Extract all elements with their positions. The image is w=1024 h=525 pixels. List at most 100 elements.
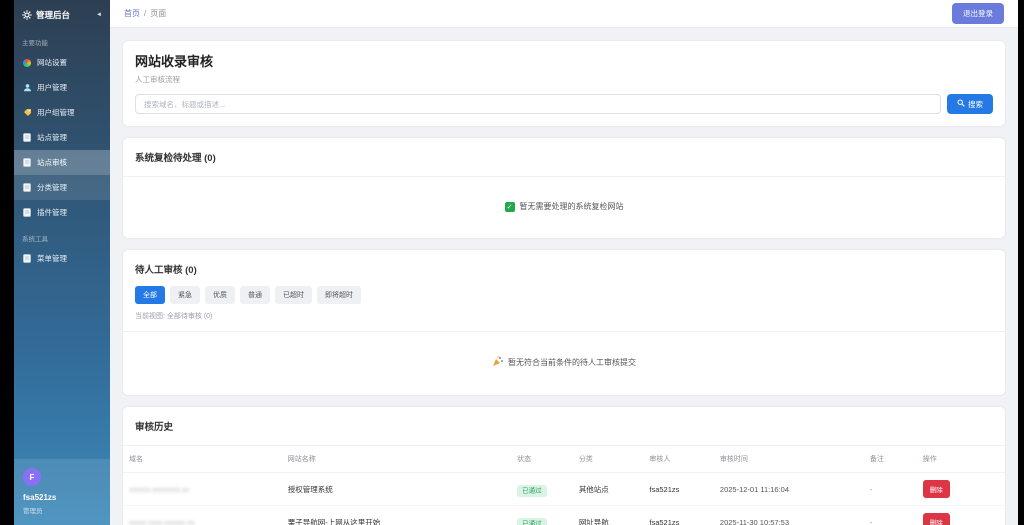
sidebar-item-label: 分类管理 bbox=[37, 183, 67, 192]
sidebar-item-label: 站点审核 bbox=[37, 158, 67, 167]
search-icon bbox=[957, 99, 965, 109]
sidebar-item-label: 插件管理 bbox=[37, 208, 67, 217]
filter-tab-即将超时[interactable]: 即将超时 bbox=[317, 286, 361, 304]
category: 其他站点 bbox=[572, 472, 644, 506]
pending-card: 待人工审核 (0) 全部 紧急 优质 普通 已超时 即将超时 当前视图: 全部待审核 (0… bbox=[122, 249, 1006, 396]
topbar: 首页 / 页面 退出登录 bbox=[110, 0, 1018, 28]
delete-button[interactable]: 删除 bbox=[922, 480, 950, 498]
logout-button[interactable]: 退出登录 bbox=[952, 3, 1004, 24]
table-row: xxxxx.xxxx.xxxxxx.xx 栗子导航网-上网从这里开始 已通过 网址导航… bbox=[123, 505, 1005, 525]
sidebar-item-网站设置[interactable]: 网站设置 bbox=[14, 50, 110, 75]
sidebar-item-站点管理[interactable]: 站点管理 bbox=[14, 125, 110, 150]
column-header: 状态 bbox=[511, 446, 573, 473]
sidebar-user-panel[interactable]: F fsa521zs 管理员 bbox=[14, 459, 110, 525]
sidebar-item-label: 网站设置 bbox=[37, 58, 67, 67]
table-row: xxxxxx.xxxxxxxx.xx 授权管理系统 已通过 其他站点 fsa521zs 2… bbox=[123, 472, 1005, 506]
column-header: 分类 bbox=[572, 446, 644, 473]
filter-tabs: 全部 紧急 优质 普通 已超时 即将超时 bbox=[135, 286, 993, 304]
column-header: 备注 bbox=[863, 446, 917, 473]
status-badge: 已通过 bbox=[517, 517, 547, 525]
table-body: xxxxxx.xxxxxxxx.xx 授权管理系统 已通过 其他站点 fsa521zs 2… bbox=[123, 472, 1005, 525]
pending-header: 待人工审核 (0) 全部 紧急 优质 普通 已超时 即将超时 当前视图: 全部待审核 (0… bbox=[123, 250, 1005, 332]
category: 网址导航 bbox=[572, 505, 644, 525]
reviewer: fsa521zs bbox=[643, 472, 714, 506]
doc-icon bbox=[22, 208, 32, 217]
history-title: 审核历史 bbox=[135, 422, 174, 433]
pending-empty-message: 暂无符合当前条件的待人工审核提交 bbox=[508, 358, 636, 367]
column-header: 审核人 bbox=[643, 446, 714, 473]
filter-tab-已超时[interactable]: 已超时 bbox=[275, 286, 312, 304]
page-content: 网站收录审核 人工审核流程 搜索 系统复检待处理 (0) 暂无需要处理的 bbox=[110, 28, 1018, 525]
sidebar-section-label: 系统工具 bbox=[22, 236, 48, 243]
sidebar-item-站点审核[interactable]: 站点审核 bbox=[14, 150, 110, 175]
tag-icon bbox=[22, 108, 32, 117]
search-row: 搜索 bbox=[135, 94, 993, 114]
sidebar-item-用户管理[interactable]: 用户管理 bbox=[14, 75, 110, 100]
column-header: 操作 bbox=[916, 446, 1005, 473]
site-name: 栗子导航网-上网从这里开始 bbox=[281, 505, 512, 525]
filter-tab-紧急[interactable]: 紧急 bbox=[170, 286, 200, 304]
sidebar-nav: 主要功能网站设置用户管理用户组管理站点管理站点审核分类管理插件管理系统工具菜单管… bbox=[14, 29, 110, 271]
status-badge: 已通过 bbox=[517, 484, 547, 497]
pending-title: 待人工审核 (0) bbox=[135, 265, 197, 276]
app-window: 管理后台 ◄ 主要功能网站设置用户管理用户组管理站点管理站点审核分类管理插件管理… bbox=[14, 0, 1018, 525]
sidebar-item-用户组管理[interactable]: 用户组管理 bbox=[14, 100, 110, 125]
username: fsa521zs bbox=[23, 493, 57, 502]
site-name: 授权管理系统 bbox=[281, 472, 512, 506]
green-check-icon bbox=[504, 201, 515, 212]
sidebar-item-label: 用户管理 bbox=[37, 83, 67, 92]
doc-icon bbox=[22, 133, 32, 142]
user-role: 管理员 bbox=[23, 508, 43, 515]
table-header-row: 域名 网站名称 状态 分类 审核人 审核时间 备注 操作 bbox=[123, 446, 1005, 473]
search-button-label: 搜索 bbox=[968, 99, 983, 109]
review-time: 2025-11-30 10:57:53 bbox=[713, 505, 864, 525]
breadcrumb-current: 页面 bbox=[150, 9, 167, 18]
sidebar-item-label: 菜单管理 bbox=[37, 254, 67, 263]
sidebar-item-插件管理[interactable]: 插件管理 bbox=[14, 200, 110, 225]
sidebar-section-label: 主要功能 bbox=[22, 40, 48, 47]
remark: - bbox=[863, 505, 917, 525]
sidebar: 管理后台 ◄ 主要功能网站设置用户管理用户组管理站点管理站点审核分类管理插件管理… bbox=[14, 0, 110, 525]
filter-tab-普通[interactable]: 普通 bbox=[240, 286, 270, 304]
search-button[interactable]: 搜索 bbox=[947, 94, 993, 114]
view-caption: 当前视图: 全部待审核 (0) bbox=[135, 313, 213, 320]
main-area: 首页 / 页面 退出登录 网站收录审核 人工审核流程 搜索 bbox=[110, 0, 1018, 525]
sidebar-item-label: 站点管理 bbox=[37, 133, 67, 142]
sidebar-item-分类管理[interactable]: 分类管理 bbox=[14, 175, 110, 200]
sidebar-item-菜单管理[interactable]: 菜单管理 bbox=[14, 246, 110, 271]
recheck-empty-message: 暂无需要处理的系统复检网站 bbox=[519, 202, 624, 211]
avatar: F bbox=[23, 468, 41, 486]
sidebar-item-label: 用户组管理 bbox=[37, 108, 75, 117]
doc-icon bbox=[22, 183, 32, 192]
page-title: 网站收录审核 bbox=[135, 54, 214, 69]
review-time: 2025-12-01 11:16:04 bbox=[713, 472, 864, 506]
column-header: 审核时间 bbox=[713, 446, 864, 473]
recheck-title: 系统复检待处理 (0) bbox=[135, 153, 216, 164]
history-header: 审核历史 bbox=[123, 407, 1005, 446]
delete-button[interactable]: 删除 bbox=[922, 513, 950, 525]
recheck-card: 系统复检待处理 (0) 暂无需要处理的系统复检网站 bbox=[122, 137, 1006, 239]
history-table: 域名 网站名称 状态 分类 审核人 审核时间 备注 操作 xxxxxx.xxxxxxxx.xx… bbox=[123, 446, 1005, 525]
doc-icon bbox=[22, 158, 32, 167]
column-header: 域名 bbox=[123, 446, 282, 473]
domain-masked: xxxxxx.xxxxxxxx.xx bbox=[129, 486, 189, 494]
app-title: 管理后台 bbox=[36, 10, 71, 20]
recheck-header: 系统复检待处理 (0) bbox=[123, 138, 1005, 177]
column-header: 网站名称 bbox=[281, 446, 512, 473]
collapse-sidebar-icon[interactable]: ◄ bbox=[96, 12, 102, 18]
search-input[interactable] bbox=[135, 94, 941, 114]
filter-tab-优质[interactable]: 优质 bbox=[205, 286, 235, 304]
search-card: 网站收录审核 人工审核流程 搜索 bbox=[122, 40, 1006, 127]
doc-icon bbox=[22, 254, 32, 263]
gear-icon bbox=[22, 10, 32, 20]
domain-masked: xxxxx.xxxx.xxxxxx.xx bbox=[129, 519, 195, 525]
breadcrumb-separator: / bbox=[144, 9, 147, 18]
palette-icon bbox=[22, 58, 32, 67]
remark: - bbox=[863, 472, 917, 506]
filter-tab-全部[interactable]: 全部 bbox=[135, 286, 165, 304]
user-icon bbox=[22, 83, 32, 92]
sidebar-header: 管理后台 ◄ bbox=[14, 0, 110, 29]
recheck-empty-state: 暂无需要处理的系统复检网站 bbox=[123, 177, 1005, 238]
breadcrumb-home[interactable]: 首页 bbox=[124, 9, 140, 18]
history-card: 审核历史 域名 网站名称 状态 分类 审核人 审核时间 备注 操作 xxxxxx.xxxxxx… bbox=[122, 406, 1006, 525]
